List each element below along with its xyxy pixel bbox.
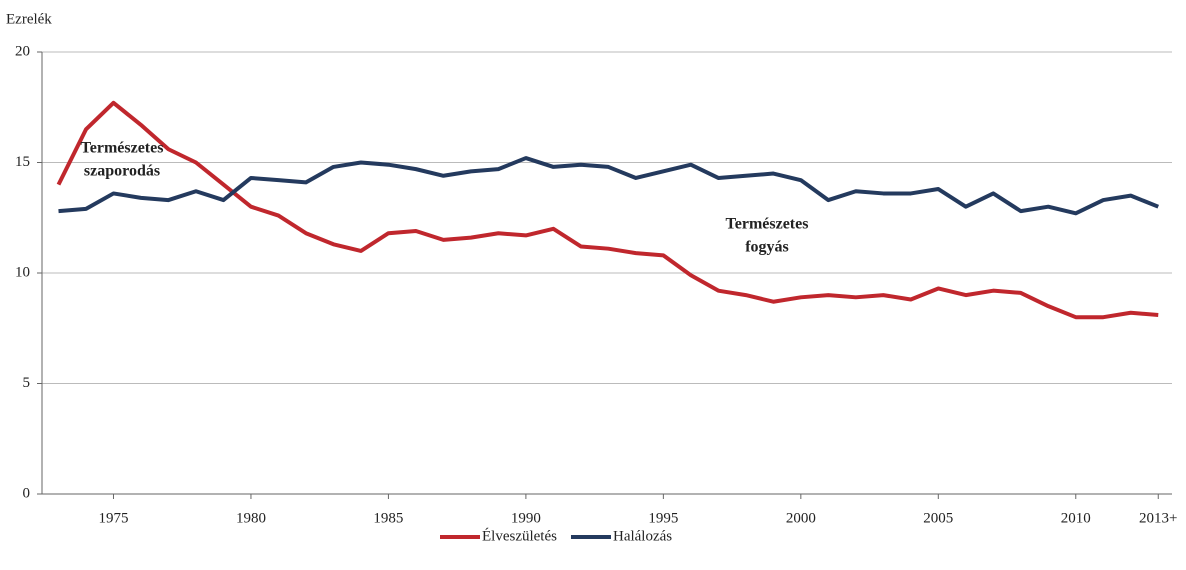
y-axis-label: Ezrelék: [6, 11, 52, 27]
x-tick-label: 1995: [648, 510, 678, 526]
legend-label: Élveszületés: [482, 527, 557, 544]
y-tick-label: 10: [15, 264, 30, 280]
x-tick-label: 2005: [923, 510, 953, 526]
y-tick-label: 20: [15, 43, 30, 59]
y-tick-label: 15: [15, 154, 30, 170]
x-tick-label: 1975: [98, 510, 128, 526]
x-tick-label: 1990: [511, 510, 541, 526]
annotation: szaporodás: [84, 163, 160, 180]
x-tick-label: 2000: [786, 510, 816, 526]
annotation: fogyás: [745, 239, 789, 256]
annotation: Természetes: [81, 140, 164, 157]
x-tick-label: 1980: [236, 510, 266, 526]
legend-label: Halálozás: [613, 528, 672, 544]
series-line: [58, 156, 1159, 216]
annotation: Természetes: [726, 216, 809, 233]
x-tick-label: 2013+: [1139, 510, 1177, 526]
x-tick-label: 1985: [373, 510, 403, 526]
series-line: [56, 100, 1159, 320]
y-tick-label: 0: [23, 485, 31, 501]
x-tick-label: 2010: [1061, 510, 1091, 526]
y-tick-label: 5: [23, 375, 31, 391]
